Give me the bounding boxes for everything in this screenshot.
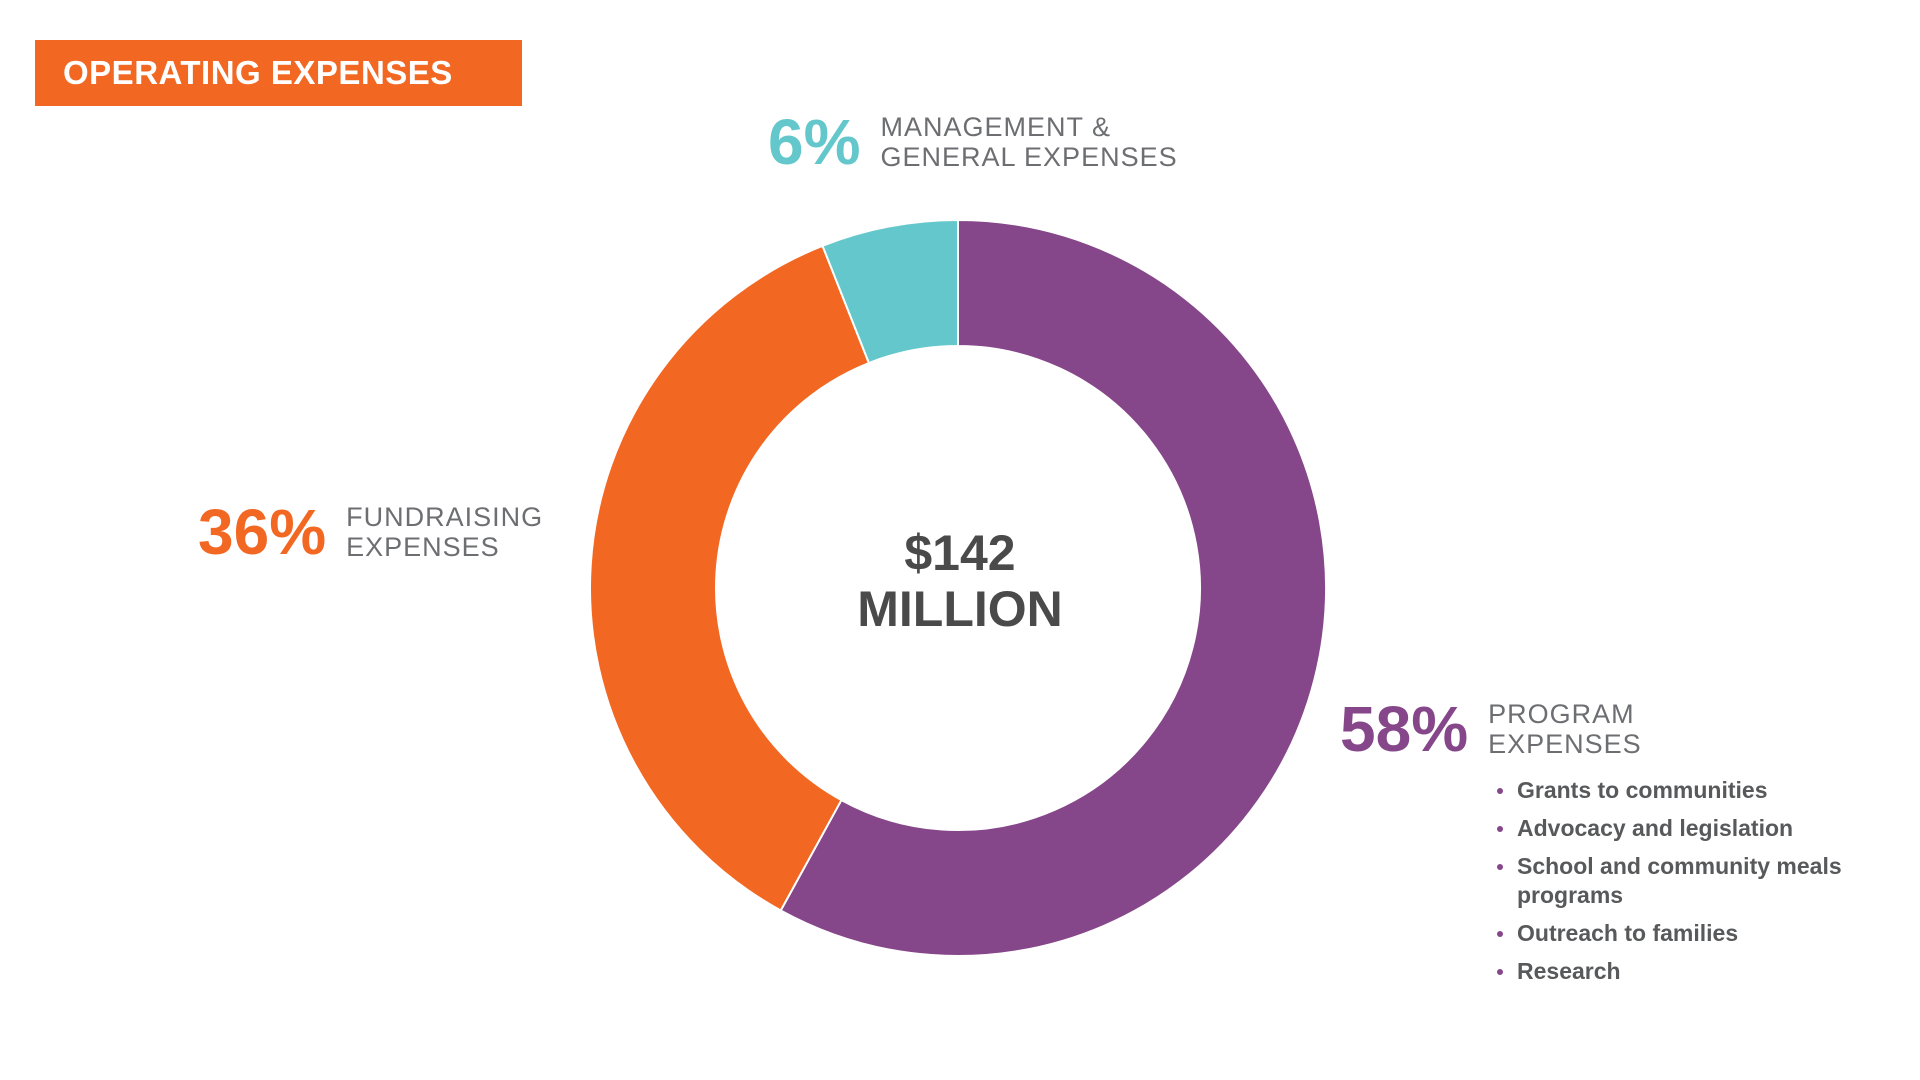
bullet-dot-icon [1497, 931, 1503, 937]
management-label: 6% MANAGEMENT & GENERAL EXPENSES [768, 110, 1178, 174]
bullet-dot-icon [1497, 826, 1503, 832]
list-item: Research [1495, 957, 1847, 986]
bullet-dot-icon [1497, 864, 1503, 870]
donut-slice-management-general-expenses [821, 218, 959, 365]
donut-slice-program-expenses [779, 218, 1327, 957]
list-item-label: School and community meals programs [1517, 853, 1842, 908]
program-desc-line2: EXPENSES [1488, 729, 1642, 759]
management-desc: MANAGEMENT & GENERAL EXPENSES [881, 112, 1178, 172]
center-total-amount: $142 [904, 525, 1016, 581]
fundraising-pct: 36% [198, 496, 327, 568]
fundraising-label: 36% FUNDRAISING EXPENSES [198, 500, 543, 564]
list-item-label: Outreach to families [1517, 920, 1739, 946]
list-item: Advocacy and legislation [1495, 814, 1847, 843]
bullet-dot-icon [1497, 788, 1503, 794]
program-label: 58% PROGRAM EXPENSES [1340, 697, 1642, 761]
bullet-dot-icon [1497, 969, 1503, 975]
chart-title: OPERATING EXPENSES [35, 40, 522, 106]
list-item: School and community meals programs [1495, 852, 1847, 910]
list-item: Outreach to families [1495, 919, 1847, 948]
management-pct: 6% [768, 106, 861, 178]
list-item-label: Advocacy and legislation [1517, 815, 1794, 841]
program-items-list: Grants to communities Advocacy and legis… [1495, 776, 1847, 995]
list-item: Grants to communities [1495, 776, 1847, 805]
list-item-label: Grants to communities [1517, 777, 1768, 803]
fundraising-desc-line1: FUNDRAISING [346, 502, 544, 532]
donut-slice-fundraising-expenses [589, 244, 871, 912]
list-item-label: Research [1517, 958, 1621, 984]
center-total: $142 MILLION [760, 525, 1160, 637]
program-desc-line1: PROGRAM [1488, 699, 1635, 729]
management-desc-line1: MANAGEMENT & [880, 112, 1112, 142]
management-desc-line2: GENERAL EXPENSES [880, 142, 1178, 172]
center-total-unit: MILLION [857, 581, 1063, 637]
fundraising-desc: FUNDRAISING EXPENSES [346, 502, 543, 562]
program-pct: 58% [1340, 693, 1469, 765]
program-desc: PROGRAM EXPENSES [1488, 699, 1642, 759]
fundraising-desc-line2: EXPENSES [346, 532, 500, 562]
